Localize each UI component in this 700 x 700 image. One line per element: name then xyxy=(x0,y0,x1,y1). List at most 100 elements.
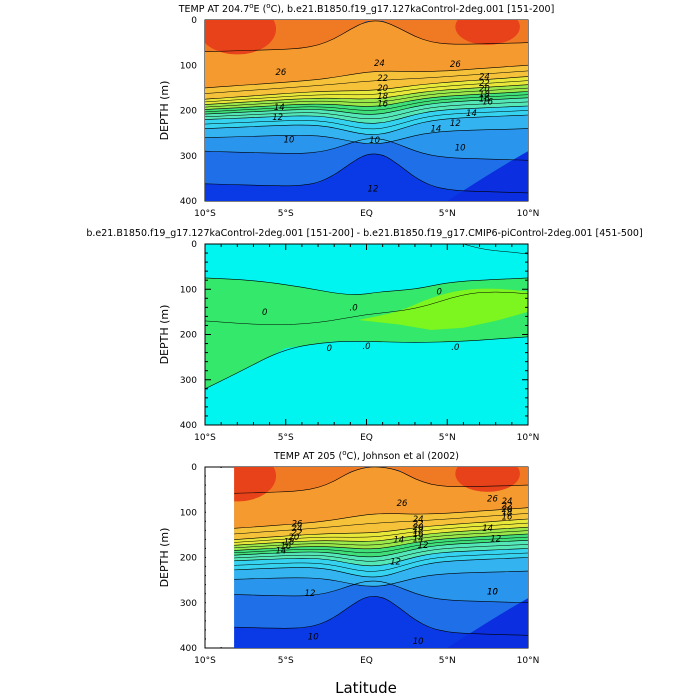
contour-label: 24 xyxy=(374,59,385,69)
fill-band xyxy=(205,20,528,88)
cold-patch xyxy=(447,151,528,201)
x-tick-label: 10°N xyxy=(517,656,540,666)
contour-line xyxy=(205,97,528,115)
contour-line xyxy=(205,94,528,113)
contour-label: 14 xyxy=(413,534,424,544)
contour-line xyxy=(234,536,528,554)
panel-title: TEMP AT 205 (oC), Johnson et al (2002) xyxy=(273,449,459,462)
contour-label: .0 xyxy=(350,303,358,313)
contour-line xyxy=(205,336,528,390)
contour-line xyxy=(205,105,528,124)
y-tick-label: 300 xyxy=(180,599,197,609)
contour-line xyxy=(205,76,528,100)
contour-label: 20 xyxy=(479,84,490,94)
contour-label: 14 xyxy=(393,535,404,545)
contour-line xyxy=(205,20,528,52)
contour-line xyxy=(234,548,528,567)
contour-label: 24 xyxy=(502,497,513,507)
y-tick-label: 400 xyxy=(180,421,197,431)
contour-label: 22 xyxy=(479,79,490,89)
x-tick-label: EQ xyxy=(360,209,373,219)
x-tick-label: 5°S xyxy=(278,656,294,666)
x-tick-label: 5°S xyxy=(278,209,294,219)
contour-line xyxy=(205,153,528,194)
y-tick-label: 100 xyxy=(180,508,197,518)
title-part: E ( xyxy=(254,4,267,15)
contour-label: 16 xyxy=(479,95,490,105)
title-part: TEMP AT 204.7 xyxy=(178,4,250,15)
fill-band xyxy=(205,84,528,110)
y-tick-label: 300 xyxy=(180,376,197,386)
contour-line xyxy=(205,87,528,108)
contour-label: 20 xyxy=(377,84,388,94)
x-tick-label: 5°N xyxy=(439,433,456,443)
contour-label: 16 xyxy=(502,512,513,522)
fill-band xyxy=(234,571,528,603)
fill-band xyxy=(234,540,528,567)
contour-line xyxy=(234,530,528,549)
title-superscript: o xyxy=(342,449,346,457)
x-axis-label: Latitude xyxy=(335,679,397,697)
x-tick-label: 10°S xyxy=(194,433,216,443)
fill-band xyxy=(234,534,528,558)
contour-label: 14 xyxy=(482,524,493,534)
contour-label: 12 xyxy=(368,184,379,194)
contour-line xyxy=(205,80,528,103)
contour-label: 0 xyxy=(262,308,267,318)
fill-band xyxy=(234,557,528,587)
contour-line xyxy=(463,244,528,255)
title-superscript: o xyxy=(266,2,270,10)
fill-band xyxy=(205,115,528,144)
contour-line xyxy=(205,277,528,295)
contour-label: .0 xyxy=(451,343,459,353)
fill-band xyxy=(234,548,528,578)
contour-label: 12 xyxy=(305,589,316,599)
contour-label: 18 xyxy=(479,90,490,100)
fill-band-warm-patch xyxy=(358,288,528,330)
contour-label: 12 xyxy=(272,113,283,123)
fill-band xyxy=(205,65,528,100)
panel-model-temp: 10°S 5°S EQ 5°N 10°N 0 100 200 300 400 DEPTH (m) TE… xyxy=(158,2,554,219)
title-part: TEMP AT 205 ( xyxy=(273,451,342,462)
contour-line xyxy=(234,552,528,572)
contour-label: 10 xyxy=(487,587,498,597)
contour-line xyxy=(234,526,528,546)
contour-label: 26 xyxy=(487,495,498,505)
panel-johnson-obs: 10°S 5°S EQ 5°N 10°N 0 100 200 300 400 DEPTH (m) TE… xyxy=(158,449,539,666)
contour-line xyxy=(234,507,528,529)
contour-line xyxy=(205,114,528,135)
contour-line xyxy=(234,596,528,636)
contour-line xyxy=(205,291,528,325)
x-tick-label: 5°N xyxy=(439,656,456,666)
contour-label: 26 xyxy=(275,68,286,78)
contour-label: 18 xyxy=(413,526,424,536)
contour-line xyxy=(234,513,528,535)
contour-label: 10 xyxy=(413,637,424,647)
contour-label: 12 xyxy=(390,558,401,568)
contour-label: 24 xyxy=(292,524,303,534)
contour-line xyxy=(234,518,528,540)
contour-line xyxy=(234,467,528,494)
contour-line xyxy=(205,84,528,105)
contour-label: 18 xyxy=(502,509,513,519)
contour-label: 20 xyxy=(413,523,424,533)
contour-label: 16 xyxy=(482,97,493,107)
contour-label: 22 xyxy=(413,520,424,530)
contour-label: 24 xyxy=(413,515,424,525)
y-tick-label: 400 xyxy=(180,644,197,654)
y-tick-label: 0 xyxy=(191,463,197,473)
warm-patch xyxy=(205,20,277,55)
fill-band xyxy=(234,467,528,494)
x-tick-label: 5°S xyxy=(278,433,294,443)
fill-band xyxy=(234,507,528,540)
contour-label: 12 xyxy=(418,541,429,551)
x-tick-label: 10°S xyxy=(194,209,216,219)
fill-band xyxy=(205,97,528,124)
contour-line xyxy=(234,522,528,543)
contour-label: 14 xyxy=(466,109,477,119)
contour-fills xyxy=(234,467,528,648)
contour-label: 16 xyxy=(280,542,291,552)
contour-line xyxy=(234,570,528,587)
